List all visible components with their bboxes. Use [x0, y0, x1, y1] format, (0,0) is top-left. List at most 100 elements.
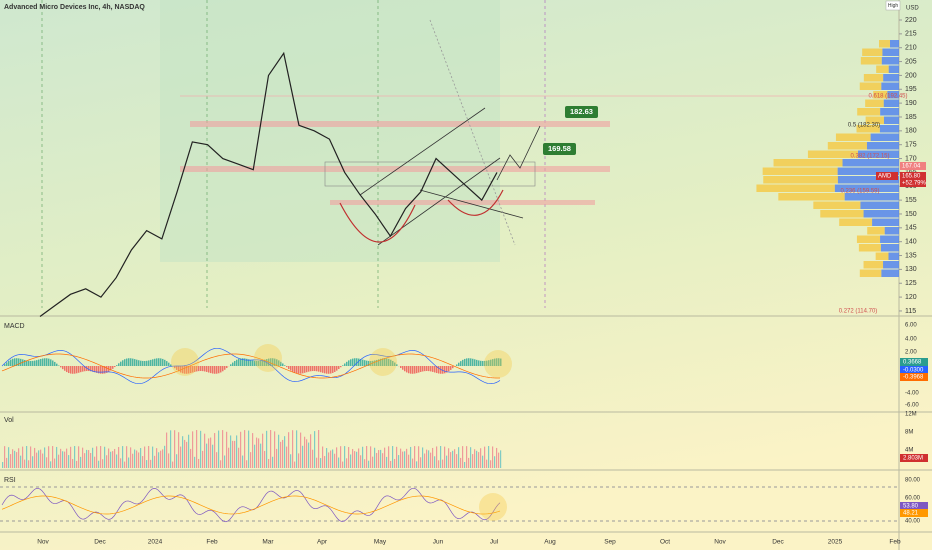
volume-bar	[464, 462, 465, 468]
highlight-zone	[160, 0, 500, 262]
highlight-circle	[171, 348, 199, 376]
macd-bar	[312, 366, 314, 371]
volume-bar	[322, 447, 323, 468]
volume-bar	[436, 446, 437, 468]
macd-bar	[282, 363, 284, 366]
macd-bar	[426, 366, 428, 371]
profile-bar	[865, 100, 884, 108]
volume-bar	[160, 451, 161, 468]
volume-bar	[486, 460, 487, 468]
macd-bar	[66, 366, 68, 372]
price-label: 210	[905, 45, 917, 52]
macd-bar	[130, 358, 132, 366]
macd-bar	[10, 360, 12, 366]
volume-bar	[50, 461, 51, 468]
macd-bar	[238, 359, 240, 366]
price-label: 215	[905, 31, 917, 38]
profile-bar	[885, 227, 899, 235]
volume-bar	[488, 446, 489, 468]
macd-bar	[434, 366, 436, 372]
macd-bar	[428, 366, 430, 371]
volume-bar	[362, 447, 363, 468]
volume-bar	[80, 457, 81, 468]
volume-bar	[474, 449, 475, 468]
volume-bar	[226, 432, 227, 468]
pane-tick: 2.00	[905, 350, 917, 356]
volume-bar	[88, 450, 89, 468]
macd-bar	[48, 359, 50, 366]
profile-bar	[872, 219, 899, 227]
volume-bar	[210, 438, 211, 468]
macd-bar	[470, 358, 472, 366]
volume-bar	[292, 430, 293, 468]
volume-bar	[244, 430, 245, 468]
macd-bar	[80, 366, 82, 372]
pane-tick: 12M	[905, 412, 917, 418]
macd-bar	[292, 366, 294, 372]
macd-bar	[26, 360, 28, 366]
volume-bar	[130, 447, 131, 468]
volume-bar	[118, 447, 119, 468]
macd-bar	[82, 366, 84, 372]
volume-bar	[368, 461, 369, 468]
profile-bar	[774, 159, 843, 167]
volume-bar	[408, 455, 409, 468]
price-label: 115	[905, 308, 916, 315]
macd-bar	[410, 366, 412, 374]
macd-bar	[88, 366, 90, 371]
volume-bar	[94, 457, 95, 468]
macd-bar	[300, 366, 302, 374]
macd-bar	[144, 361, 146, 366]
volume-bar	[354, 451, 355, 468]
volume-bar	[44, 447, 45, 468]
volume-bar	[454, 449, 455, 468]
macd-bar	[412, 366, 414, 374]
volume-bar	[220, 460, 221, 468]
volume-bar	[478, 452, 479, 468]
profile-bar	[890, 40, 899, 48]
profile-bar	[889, 66, 899, 74]
volume-bar	[166, 433, 167, 468]
volume-bar	[54, 459, 55, 468]
macd-bar	[208, 366, 210, 373]
volume-bar	[328, 452, 329, 468]
pane-tick: 6.00	[905, 323, 917, 329]
volume-bar	[92, 448, 93, 468]
pane-label: Vol	[4, 417, 14, 424]
price-label: 180	[905, 128, 917, 135]
volume-bar	[484, 447, 485, 468]
volume-bar	[52, 446, 53, 468]
volume-bar	[146, 460, 147, 468]
volume-bar	[432, 448, 433, 468]
title: Advanced Micro Devices Inc, 4h, NASDAQ	[4, 4, 145, 11]
macd-bar	[250, 360, 252, 366]
profile-bar	[883, 74, 899, 82]
volume-bar	[66, 449, 67, 468]
macd-bar	[356, 358, 358, 366]
target-label: 182.63	[570, 107, 593, 116]
volume-bar	[286, 447, 287, 468]
price-label: 140	[905, 239, 917, 246]
profile-bar	[867, 142, 899, 150]
volume-bar	[278, 435, 279, 468]
time-label: Jul	[490, 539, 499, 546]
volume-bar	[110, 452, 111, 468]
volume-bar	[418, 446, 419, 468]
macd-bar	[340, 366, 342, 367]
volume-bar	[264, 451, 265, 468]
volume-bar	[178, 432, 179, 468]
volume-bar	[280, 442, 281, 468]
macd-bar	[18, 358, 20, 366]
volume-bar	[186, 442, 187, 468]
macd-bar	[352, 359, 354, 366]
volume-bar	[400, 449, 401, 468]
volume-bar	[498, 453, 499, 468]
volume-bar	[462, 446, 463, 468]
macd-bar	[164, 360, 166, 366]
macd-bar	[346, 362, 348, 366]
macd-bar	[464, 359, 466, 366]
volume-bar	[20, 456, 21, 468]
macd-bar	[408, 366, 410, 373]
macd-bar	[128, 358, 130, 366]
time-label: Jun	[433, 539, 444, 546]
